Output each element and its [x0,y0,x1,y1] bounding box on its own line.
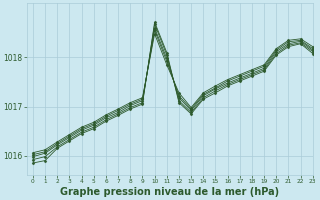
X-axis label: Graphe pression niveau de la mer (hPa): Graphe pression niveau de la mer (hPa) [60,187,279,197]
